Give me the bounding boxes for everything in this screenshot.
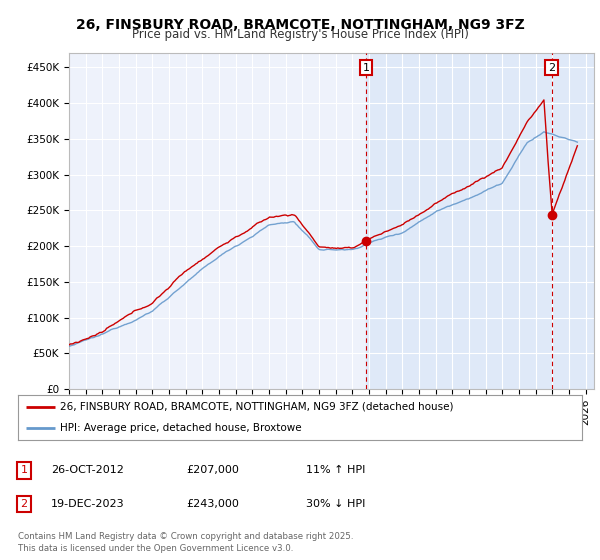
Text: HPI: Average price, detached house, Broxtowe: HPI: Average price, detached house, Brox…	[60, 423, 302, 433]
Text: 1: 1	[362, 63, 370, 73]
Text: 2: 2	[20, 499, 28, 509]
Bar	[366, 53, 594, 389]
Text: Contains HM Land Registry data © Crown copyright and database right 2025.
This d: Contains HM Land Registry data © Crown c…	[18, 533, 353, 553]
Text: £207,000: £207,000	[186, 465, 239, 475]
Text: 1: 1	[20, 465, 28, 475]
Text: 19-DEC-2023: 19-DEC-2023	[51, 499, 125, 509]
Text: Price paid vs. HM Land Registry's House Price Index (HPI): Price paid vs. HM Land Registry's House …	[131, 28, 469, 41]
Text: 11% ↑ HPI: 11% ↑ HPI	[306, 465, 365, 475]
Text: 26-OCT-2012: 26-OCT-2012	[51, 465, 124, 475]
Text: £243,000: £243,000	[186, 499, 239, 509]
Text: 2: 2	[548, 63, 555, 73]
Text: 26, FINSBURY ROAD, BRAMCOTE, NOTTINGHAM, NG9 3FZ: 26, FINSBURY ROAD, BRAMCOTE, NOTTINGHAM,…	[76, 18, 524, 32]
Text: 26, FINSBURY ROAD, BRAMCOTE, NOTTINGHAM, NG9 3FZ (detached house): 26, FINSBURY ROAD, BRAMCOTE, NOTTINGHAM,…	[60, 402, 454, 412]
Text: 30% ↓ HPI: 30% ↓ HPI	[306, 499, 365, 509]
